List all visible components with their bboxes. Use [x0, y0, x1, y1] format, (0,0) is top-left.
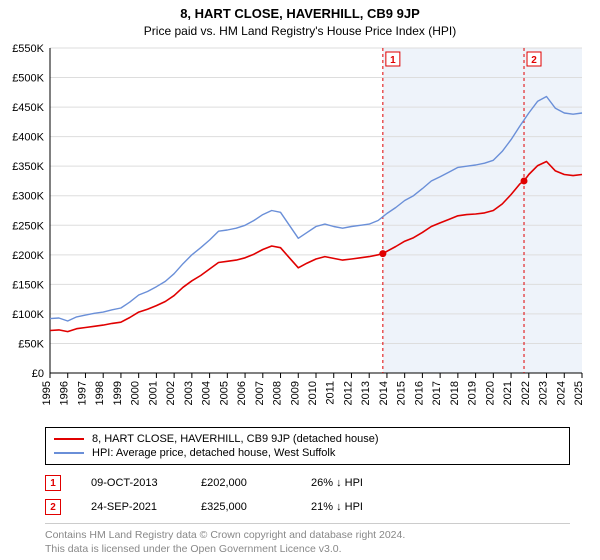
svg-text:2015: 2015: [396, 381, 408, 405]
svg-text:2003: 2003: [183, 381, 195, 405]
legend-row: 8, HART CLOSE, HAVERHILL, CB9 9JP (detac…: [54, 432, 561, 446]
svg-text:£550K: £550K: [12, 43, 44, 55]
svg-text:1997: 1997: [76, 381, 88, 405]
svg-text:2005: 2005: [218, 381, 230, 405]
svg-text:2016: 2016: [413, 381, 425, 405]
legend-label: HPI: Average price, detached house, West…: [92, 447, 335, 459]
svg-text:2011: 2011: [325, 381, 337, 405]
svg-text:2012: 2012: [342, 381, 354, 405]
chart-title: 8, HART CLOSE, HAVERHILL, CB9 9JP: [0, 0, 600, 21]
svg-text:£250K: £250K: [12, 220, 44, 232]
svg-text:£0: £0: [32, 368, 44, 380]
svg-text:£450K: £450K: [12, 102, 44, 114]
legend-box: 8, HART CLOSE, HAVERHILL, CB9 9JP (detac…: [45, 427, 570, 465]
marker-date: 24-SEP-2021: [91, 501, 171, 513]
svg-text:2023: 2023: [538, 381, 550, 405]
svg-text:1998: 1998: [94, 381, 106, 405]
svg-text:2001: 2001: [147, 381, 159, 405]
marker-price: £202,000: [201, 477, 281, 489]
marker-delta: 26% ↓ HPI: [311, 477, 391, 489]
svg-text:2000: 2000: [130, 381, 142, 405]
svg-text:2019: 2019: [467, 381, 479, 405]
svg-text:2020: 2020: [484, 381, 496, 405]
legend-swatch: [54, 452, 84, 454]
svg-text:2: 2: [531, 55, 537, 66]
svg-text:2021: 2021: [502, 381, 514, 405]
legend-swatch: [54, 438, 84, 440]
svg-text:2006: 2006: [236, 381, 248, 405]
svg-text:1: 1: [390, 55, 396, 66]
svg-text:2025: 2025: [573, 381, 585, 405]
svg-text:2018: 2018: [449, 381, 461, 405]
svg-text:2009: 2009: [289, 381, 301, 405]
chart-container: 8, HART CLOSE, HAVERHILL, CB9 9JP Price …: [0, 0, 600, 556]
footnote-line2: This data is licensed under the Open Gov…: [45, 542, 570, 556]
legend-label: 8, HART CLOSE, HAVERHILL, CB9 9JP (detac…: [92, 433, 379, 445]
svg-text:£200K: £200K: [12, 250, 44, 262]
marker-number-box: 1: [45, 475, 61, 491]
chart-subtitle: Price paid vs. HM Land Registry's House …: [0, 21, 600, 43]
footnote-line1: Contains HM Land Registry data © Crown c…: [45, 528, 570, 542]
svg-text:2010: 2010: [307, 381, 319, 405]
marker-table: 1 09-OCT-2013 £202,000 26% ↓ HPI 2 24-SEP-202…: [45, 471, 570, 519]
marker-row: 1 09-OCT-2013 £202,000 26% ↓ HPI: [45, 471, 570, 495]
marker-price: £325,000: [201, 501, 281, 513]
svg-text:2022: 2022: [520, 381, 532, 405]
svg-text:2014: 2014: [378, 381, 390, 405]
marker-delta: 21% ↓ HPI: [311, 501, 391, 513]
chart-plot-area: £0 £50K £100K £150K £200K £250K £300K £350K £400…: [0, 43, 600, 423]
marker-row: 2 24-SEP-2021 £325,000 21% ↓ HPI: [45, 495, 570, 519]
svg-text:£350K: £350K: [12, 161, 44, 173]
svg-text:£400K: £400K: [12, 132, 44, 144]
svg-text:£150K: £150K: [12, 279, 44, 291]
marker-date: 09-OCT-2013: [91, 477, 171, 489]
svg-text:2007: 2007: [254, 381, 266, 405]
marker-number-box: 2: [45, 499, 61, 515]
legend-row: HPI: Average price, detached house, West…: [54, 446, 561, 460]
svg-text:£100K: £100K: [12, 309, 44, 321]
footnote: Contains HM Land Registry data © Crown c…: [45, 523, 570, 556]
svg-text:2008: 2008: [272, 381, 284, 405]
svg-text:2002: 2002: [165, 381, 177, 405]
svg-text:2024: 2024: [555, 381, 567, 405]
svg-text:2004: 2004: [201, 381, 213, 405]
svg-text:£500K: £500K: [12, 73, 44, 85]
svg-text:£50K: £50K: [18, 338, 44, 350]
svg-text:1995: 1995: [41, 381, 53, 405]
svg-text:£300K: £300K: [12, 191, 44, 203]
svg-text:2013: 2013: [360, 381, 372, 405]
svg-text:1996: 1996: [59, 381, 71, 405]
svg-text:2017: 2017: [431, 381, 443, 405]
chart-svg: £0 £50K £100K £150K £200K £250K £300K £350K £400…: [0, 43, 600, 423]
svg-text:1999: 1999: [112, 381, 124, 405]
